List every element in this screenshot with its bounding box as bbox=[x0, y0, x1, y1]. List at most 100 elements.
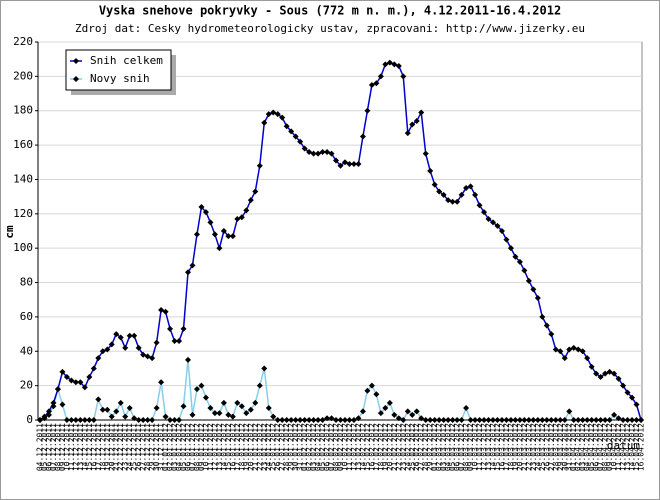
data-point bbox=[503, 417, 510, 423]
data-point bbox=[458, 417, 465, 423]
data-point bbox=[584, 417, 591, 423]
x-tick-label: 20.01.2012 bbox=[246, 423, 255, 471]
x-tick-label: 29.03.2012 bbox=[556, 423, 565, 471]
data-point bbox=[575, 346, 582, 353]
x-tick-label: 07.03.2012 bbox=[457, 423, 466, 471]
data-point bbox=[306, 148, 313, 155]
x-tick-label: 19.02.2012 bbox=[381, 423, 390, 471]
x-tick-label: 02.03.2012 bbox=[435, 423, 444, 471]
data-point bbox=[485, 215, 492, 222]
x-tick-label: 17.03.2012 bbox=[502, 423, 511, 471]
data-point bbox=[548, 331, 555, 338]
data-point bbox=[238, 214, 245, 221]
data-point bbox=[615, 375, 622, 382]
x-tick-label: 14.01.2012 bbox=[219, 423, 228, 471]
x-tick-label: 11.02.2012 bbox=[345, 423, 354, 471]
data-point bbox=[216, 410, 223, 417]
x-tick-label: 22.01.2012 bbox=[255, 423, 264, 471]
x-tick-label: 03.04.2012 bbox=[578, 423, 587, 471]
data-point bbox=[534, 295, 541, 302]
data-point bbox=[162, 308, 169, 315]
data-point bbox=[593, 370, 600, 377]
data-point bbox=[54, 386, 61, 393]
x-tick-label: 21.12.2011 bbox=[112, 423, 121, 471]
x-tick-label: 05.04.2012 bbox=[587, 423, 596, 471]
x-tick-label: 12.04.2012 bbox=[619, 423, 628, 471]
data-point bbox=[261, 119, 268, 126]
x-tick-label: 10.04.2012 bbox=[610, 423, 619, 471]
data-point bbox=[292, 417, 299, 423]
data-point bbox=[516, 258, 523, 265]
data-point bbox=[404, 408, 411, 415]
data-point bbox=[72, 417, 79, 423]
data-point bbox=[557, 348, 564, 355]
x-tick-label: 04.01.2012 bbox=[175, 423, 184, 471]
x-tick-label: 09.03.2012 bbox=[466, 423, 475, 471]
data-point bbox=[579, 348, 586, 355]
x-tick-label: 08.04.2012 bbox=[601, 423, 610, 471]
x-tick-label: 24.03.2012 bbox=[533, 423, 542, 471]
x-tick-label: 13.03.2012 bbox=[484, 423, 493, 471]
data-point bbox=[481, 417, 488, 423]
x-tick-label: 02.02.2012 bbox=[305, 423, 314, 471]
data-point bbox=[467, 183, 474, 190]
x-tick-label: 25.03.2012 bbox=[538, 423, 547, 471]
data-point bbox=[359, 133, 366, 140]
data-point bbox=[211, 410, 218, 417]
data-point bbox=[238, 403, 245, 410]
data-point bbox=[59, 368, 66, 375]
data-point bbox=[364, 107, 371, 114]
data-point bbox=[633, 401, 640, 408]
data-point bbox=[521, 267, 528, 274]
data-point bbox=[270, 109, 277, 116]
data-point bbox=[588, 363, 595, 370]
data-point bbox=[229, 413, 236, 420]
data-point bbox=[597, 374, 604, 381]
x-tick-label: 19.01.2012 bbox=[242, 423, 251, 471]
x-tick-label: 01.04.2012 bbox=[569, 423, 578, 471]
x-tick-label: 21.01.2012 bbox=[251, 423, 260, 471]
x-tick-label: 11.12.2011 bbox=[67, 423, 76, 471]
data-point bbox=[445, 197, 452, 204]
x-tick-label: 23.02.2012 bbox=[399, 423, 408, 471]
x-tick-label: 29.02.2012 bbox=[426, 423, 435, 471]
data-point bbox=[337, 417, 344, 423]
data-point bbox=[153, 339, 160, 346]
data-point bbox=[279, 417, 286, 423]
data-point bbox=[140, 417, 147, 423]
x-tick-label: 05.01.2012 bbox=[179, 423, 188, 471]
y-axis-label: cm bbox=[3, 225, 16, 239]
data-point bbox=[341, 159, 348, 166]
x-tick-label: 10.01.2012 bbox=[201, 423, 210, 471]
data-point bbox=[328, 150, 335, 157]
data-point bbox=[391, 411, 398, 418]
data-point bbox=[283, 123, 290, 130]
data-point bbox=[413, 118, 420, 125]
x-tick-label: 19.12.2011 bbox=[103, 423, 112, 471]
data-point bbox=[521, 417, 528, 423]
x-tick-label: 30.12.2011 bbox=[152, 423, 161, 471]
y-tick-label: 20 bbox=[20, 379, 33, 392]
x-tick-label: 07.04.2012 bbox=[596, 423, 605, 471]
data-point bbox=[449, 198, 456, 205]
data-point bbox=[162, 413, 169, 420]
data-point bbox=[220, 228, 227, 234]
x-tick-label: 02.04.2012 bbox=[574, 423, 583, 471]
data-point bbox=[247, 406, 254, 413]
x-tick-label: 18.12.2011 bbox=[98, 423, 107, 471]
legend-marker bbox=[73, 58, 79, 64]
data-point bbox=[68, 417, 75, 423]
data-point bbox=[498, 228, 505, 234]
data-point bbox=[507, 417, 514, 423]
x-tick-label: 04.04.2012 bbox=[583, 423, 592, 471]
data-point bbox=[512, 417, 519, 423]
data-point bbox=[144, 353, 151, 360]
data-point bbox=[185, 356, 192, 363]
data-point bbox=[59, 401, 66, 408]
data-point bbox=[288, 128, 295, 135]
data-point bbox=[489, 417, 496, 423]
data-point bbox=[158, 307, 165, 314]
x-tick-label: 27.03.2012 bbox=[547, 423, 556, 471]
x-tick-label: 09.04.2012 bbox=[605, 423, 614, 471]
